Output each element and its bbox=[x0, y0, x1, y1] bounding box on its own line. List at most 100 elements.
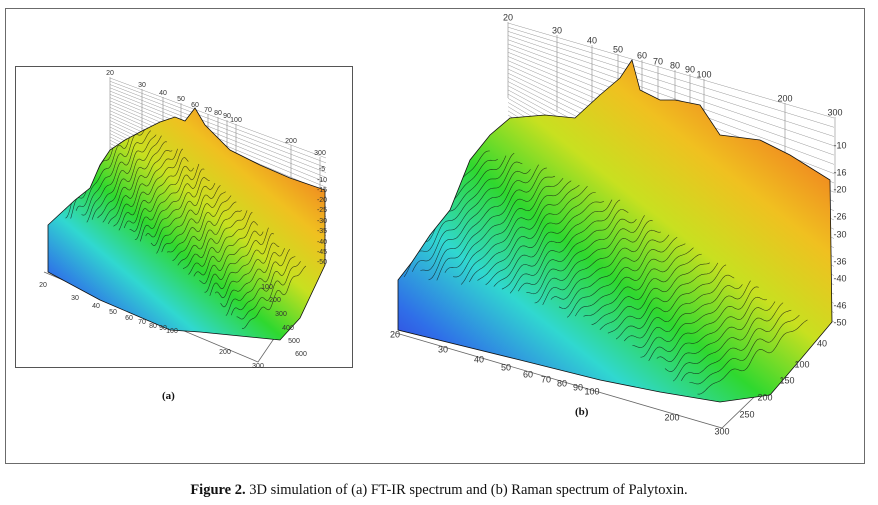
back-axis-tick: 90 bbox=[685, 64, 695, 74]
back-axis-tick: 30 bbox=[552, 25, 562, 35]
ridge-line bbox=[86, 130, 152, 223]
back-axis-tick: 80 bbox=[214, 110, 222, 117]
front-axis-tick: 30 bbox=[438, 344, 448, 354]
z-axis-tick: -40 bbox=[317, 239, 327, 246]
ridge-line bbox=[145, 177, 210, 238]
front-axis-tick: 30 bbox=[71, 295, 79, 302]
ridge-line bbox=[204, 227, 269, 293]
back-axis-tick: 300 bbox=[314, 150, 326, 157]
front-axis-tick: 100 bbox=[584, 386, 599, 396]
front-axis-tick: 60 bbox=[125, 315, 133, 322]
ridge-line bbox=[558, 234, 670, 310]
ridge-line bbox=[81, 127, 146, 216]
back-axis-tick: 200 bbox=[285, 138, 297, 145]
front-axis-tick: 40 bbox=[474, 354, 484, 364]
ridge-line bbox=[123, 157, 189, 229]
ridge-line bbox=[172, 201, 237, 261]
ridge-line bbox=[156, 185, 221, 254]
back-axis-tick: 100 bbox=[696, 69, 711, 79]
ridge-line bbox=[477, 185, 588, 281]
ridge-line bbox=[177, 210, 242, 266]
ridge-line bbox=[134, 163, 200, 240]
z-axis-tick: -25 bbox=[317, 207, 327, 214]
figure-number: Figure 2. bbox=[190, 482, 246, 498]
ridge-line bbox=[102, 141, 167, 223]
ridge-line bbox=[526, 218, 637, 295]
back-axis-tick: 70 bbox=[204, 107, 212, 114]
depth-axis-tick: 250 bbox=[739, 409, 754, 419]
ridge-line bbox=[91, 134, 157, 220]
back-axis-tick: 100 bbox=[230, 117, 242, 124]
back-axis-tick: 90 bbox=[223, 113, 231, 120]
ridge-line bbox=[485, 192, 596, 286]
depth-axis-tick: 100 bbox=[261, 284, 273, 291]
front-axis-tick: 20 bbox=[390, 329, 400, 339]
ridge-line bbox=[129, 165, 194, 232]
ridge-line bbox=[166, 195, 232, 253]
depth-axis-tick: 600 bbox=[295, 351, 307, 358]
depth-axis-tick: 150 bbox=[779, 375, 794, 385]
z-axis-tick: -36 bbox=[833, 256, 846, 266]
ridge-line bbox=[615, 264, 727, 340]
front-axis-tick: 60 bbox=[523, 369, 533, 379]
z-axis-tick: -5 bbox=[319, 166, 325, 173]
ridge-line bbox=[231, 256, 296, 316]
ridge-line bbox=[632, 284, 743, 348]
front-axis-tick: 200 bbox=[664, 412, 679, 422]
surface bbox=[397, 59, 833, 403]
ridge-line bbox=[193, 221, 259, 277]
ridge-line bbox=[583, 247, 694, 317]
ridge-line bbox=[656, 296, 767, 363]
z-axis-tick: -35 bbox=[317, 228, 327, 235]
back-axis-tick: 300 bbox=[827, 107, 842, 117]
ridge-line bbox=[509, 199, 621, 294]
ridge-line bbox=[236, 261, 301, 320]
figure-caption: Figure 2. 3D simulation of (a) FT-IR spe… bbox=[0, 482, 878, 499]
grid-line bbox=[507, 35, 835, 147]
ridge-line bbox=[241, 265, 307, 329]
panel-b-label: (b) bbox=[575, 406, 589, 418]
back-axis-tick: 30 bbox=[138, 82, 146, 89]
depth-axis-tick: 400 bbox=[282, 325, 294, 332]
ridge-line bbox=[113, 148, 178, 227]
ridge-line bbox=[550, 229, 661, 300]
depth-axis-tick: 500 bbox=[288, 338, 300, 345]
ridge-line bbox=[607, 262, 719, 334]
ridge-line bbox=[214, 242, 280, 299]
back-axis-tick: 20 bbox=[503, 12, 513, 22]
ridge-line bbox=[542, 220, 653, 306]
ridge-line bbox=[403, 152, 515, 278]
depth-axis-tick: 300 bbox=[275, 311, 287, 318]
back-axis-tick: 60 bbox=[637, 50, 647, 60]
depth-axis-tick: 200 bbox=[269, 297, 281, 304]
front-axis-tick: 50 bbox=[109, 309, 117, 316]
front-axis-tick: 70 bbox=[138, 319, 146, 326]
ridge-line bbox=[623, 274, 735, 342]
front-axis-tick: 300 bbox=[252, 363, 264, 370]
ridge-line bbox=[118, 148, 184, 231]
ridge-line bbox=[697, 319, 808, 395]
ridge-line bbox=[672, 302, 784, 382]
back-axis-tick: 40 bbox=[159, 90, 167, 97]
ridge-line bbox=[412, 161, 523, 272]
grid-line bbox=[507, 26, 835, 128]
surface-ridges bbox=[398, 150, 808, 395]
grid-line bbox=[507, 39, 835, 156]
ridge-line bbox=[107, 149, 173, 224]
front-axis-tick: 200 bbox=[219, 349, 231, 356]
z-axis-tick: -15 bbox=[317, 187, 327, 194]
grid-line bbox=[507, 22, 835, 119]
z-axis-tick: -20 bbox=[317, 197, 327, 204]
ridge-line bbox=[161, 191, 226, 253]
z-axis-tick: -16 bbox=[833, 167, 846, 177]
ridge-line bbox=[534, 215, 645, 304]
ridge-line bbox=[599, 262, 710, 331]
back-axis-tick: 50 bbox=[177, 96, 185, 103]
ridge-line bbox=[469, 184, 580, 283]
surface bbox=[47, 107, 326, 341]
depth-axis-tick: 100 bbox=[794, 359, 809, 369]
ridge-line bbox=[199, 230, 264, 284]
front-axis-tick: 80 bbox=[557, 378, 567, 388]
